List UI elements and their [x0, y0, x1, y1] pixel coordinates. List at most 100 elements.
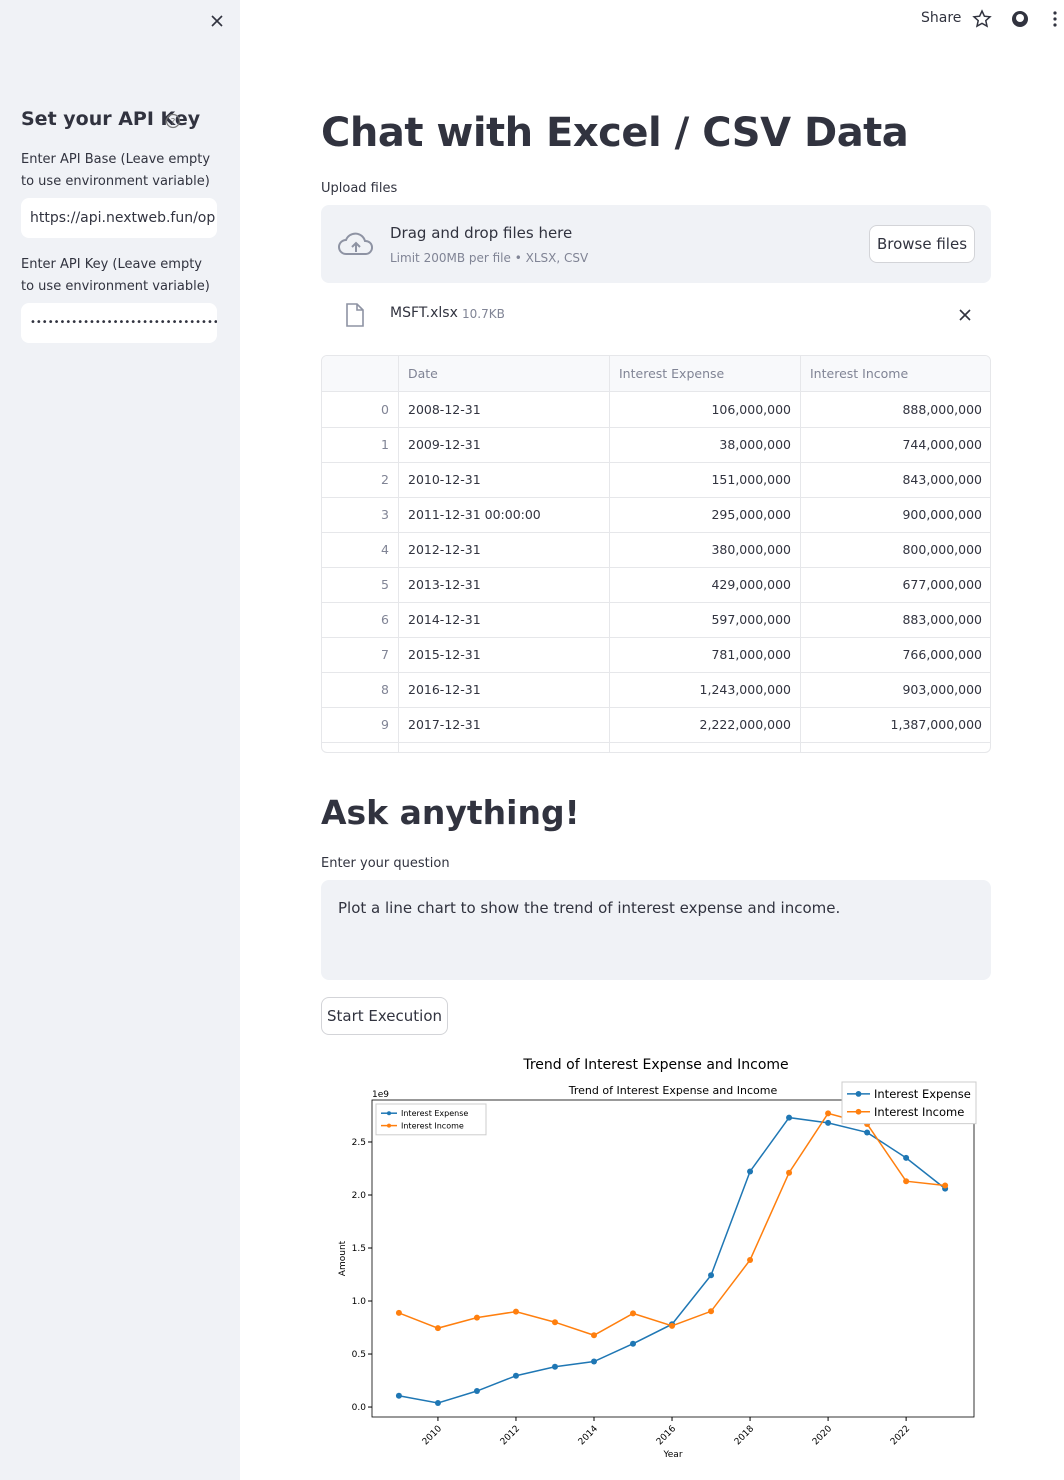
table-row: 1 2009-12-31 38,000,000 744,000,000 [322, 427, 990, 463]
point [434, 1400, 441, 1407]
question-input[interactable]: Plot a line chart to show the trend of i… [321, 880, 991, 980]
svg-text:?: ? [171, 118, 176, 128]
row-index: 2 [322, 462, 399, 497]
point [708, 1308, 715, 1315]
upload-label: Upload files [321, 181, 398, 196]
point [747, 1256, 754, 1263]
table-cell: 800,000,000 [801, 532, 990, 567]
sidebar: Set your API Key ? Enter API Base (Leave… [0, 0, 240, 1480]
table-cell: 597,000,000 [610, 602, 801, 637]
table-cell: 2016-12-31 [399, 672, 610, 707]
row-index: 3 [322, 497, 399, 532]
column-header: Interest Expense [610, 356, 801, 391]
table-cell: 38,000,000 [610, 427, 801, 462]
table-cell: 903,000,000 [801, 672, 990, 707]
point [590, 1358, 597, 1365]
table-row: 7 2015-12-31 781,000,000 766,000,000 [322, 637, 990, 673]
table-row: 4 2012-12-31 380,000,000 800,000,000 [322, 532, 990, 568]
table-cell: 2008-12-31 [399, 392, 610, 427]
upload-limit: Limit 200MB per file • XLSX, CSV [390, 251, 589, 265]
menu-icon[interactable] [1050, 9, 1060, 29]
y-tick-label: 0.5 [352, 1350, 366, 1360]
api-key-input[interactable]: ••••••••••••••••••••••••••••••••• [21, 303, 217, 343]
remove-file[interactable] [958, 308, 972, 322]
help-icon[interactable]: ? [165, 113, 181, 129]
legend [375, 1103, 487, 1136]
figure-legend-entry: Interest Expense [874, 1087, 971, 1101]
point [825, 1119, 832, 1126]
drop-text: Drag and drop files here [390, 224, 573, 242]
file-name: MSFT.xlsx [390, 305, 458, 321]
dropzone[interactable]: Drag and drop files here Limit 200MB per… [321, 205, 991, 283]
table-cell: 151,000,000 [610, 462, 801, 497]
point [630, 1310, 637, 1317]
row-index: 6 [322, 602, 399, 637]
legend-entry: Interest Expense [401, 1109, 468, 1118]
file-icon [346, 303, 364, 327]
star-icon[interactable] [972, 9, 992, 29]
point [747, 1168, 754, 1175]
table-cell: 883,000,000 [801, 602, 990, 637]
table-row: 9 2017-12-31 2,222,000,000 1,387,000,000 [322, 707, 990, 743]
x-axis-label: Year [662, 1450, 682, 1460]
table-cell: 2011-12-31 00:00:00 [399, 497, 610, 532]
point [434, 1325, 441, 1332]
figure-legend-marker [855, 1108, 862, 1115]
start-button[interactable]: Start Execution [321, 997, 448, 1035]
table-cell: 429,000,000 [610, 567, 801, 602]
table-cell: 2010-12-31 [399, 462, 610, 497]
point [551, 1319, 558, 1326]
row-index: 8 [322, 672, 399, 707]
point [590, 1332, 597, 1339]
y-tick-label: 2.0 [352, 1191, 367, 1201]
table-cell: 1,243,000,000 [610, 672, 801, 707]
api-key-label: Enter API Key (Leave empty to use enviro… [21, 257, 210, 294]
table-cell: 2015-12-31 [399, 637, 610, 672]
table-cell: 766,000,000 [801, 637, 990, 672]
header-row: Date Interest Expense Interest Income [322, 356, 990, 392]
x-tick-label: 2022 [889, 1424, 912, 1447]
chart: Trend of Interest Expense and Income Tren… [338, 1057, 977, 1460]
x-tick-label: 2018 [733, 1424, 756, 1447]
row-index: 5 [322, 567, 399, 602]
table-cell: 106,000,000 [610, 392, 801, 427]
point [864, 1129, 871, 1136]
column-header: Interest Income [801, 356, 990, 391]
point [942, 1182, 949, 1189]
close-sidebar[interactable] [209, 13, 225, 29]
point [551, 1363, 558, 1370]
point [825, 1110, 832, 1117]
y-tick-label: 1.0 [352, 1297, 367, 1307]
table-row: 0 2008-12-31 106,000,000 888,000,000 [322, 392, 990, 428]
table-cell: 744,000,000 [801, 427, 990, 462]
y-axis-label: Amount [338, 1240, 348, 1276]
point [395, 1309, 402, 1316]
page-title: Chat with Excel / CSV Data [321, 110, 909, 156]
question-label: Enter your question [321, 856, 450, 871]
table-cell: 900,000,000 [801, 497, 990, 532]
share-button[interactable]: Share [921, 10, 962, 26]
x-tick-label: 2012 [499, 1424, 522, 1447]
table-cell: 888,000,000 [801, 392, 990, 427]
table-cell: 2017-12-31 [399, 707, 610, 742]
table-cell: 380,000,000 [610, 532, 801, 567]
point [903, 1178, 910, 1185]
table-row: 2 2010-12-31 151,000,000 843,000,000 [322, 462, 990, 498]
api-base-input[interactable]: https://api.nextweb.fun/op [21, 198, 217, 238]
table-cell: 843,000,000 [801, 462, 990, 497]
table-row [322, 742, 990, 752]
point [786, 1114, 793, 1121]
x-tick-label: 2020 [811, 1424, 834, 1447]
browse-button[interactable]: Browse files [869, 225, 975, 263]
point [512, 1308, 519, 1315]
point [786, 1169, 793, 1176]
legend-marker [387, 1111, 391, 1116]
series-line [398, 1116, 946, 1404]
table-row: 3 2011-12-31 00:00:00 295,000,000 900,000,0… [322, 497, 990, 533]
dataframe[interactable]: Date Interest Expense Interest Income 0 2008… [321, 355, 991, 753]
x-tick-label: 2016 [655, 1424, 678, 1447]
y-tick-label: 0.0 [352, 1403, 367, 1413]
point [903, 1154, 910, 1161]
github-icon[interactable] [1010, 9, 1030, 29]
